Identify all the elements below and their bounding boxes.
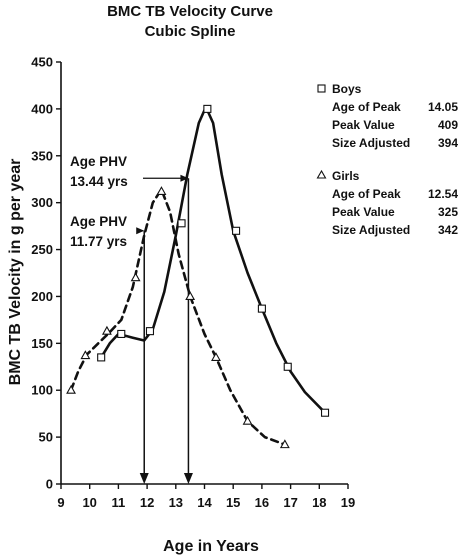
legend-marker (316, 169, 327, 179)
chart-subtitle: Cubic Spline (145, 23, 236, 40)
legend-item-label: Age of Peak (332, 100, 401, 114)
data-point (80, 350, 91, 360)
legend-item-label: Size Adjusted (332, 136, 410, 150)
drop-arrowhead (183, 473, 193, 484)
phv-annotation: Age PHV 13.44 yrs (70, 154, 193, 484)
y-tick-label: 100 (31, 383, 53, 398)
y-tick-label: 50 (39, 430, 53, 445)
x-tick-label: 16 (255, 495, 269, 510)
series-line (69, 188, 287, 446)
annotation-value: 13.44 yrs (70, 174, 128, 189)
data-point (257, 304, 266, 313)
data-point (320, 408, 330, 417)
data-point (97, 353, 106, 362)
x-tick-label: 13 (169, 495, 183, 510)
legend-girls: Girls Age of Peak 12.54 Peak Value 325 Size A… (316, 169, 458, 237)
x-tick-label: 18 (312, 495, 326, 510)
y-tick-label: 200 (31, 289, 53, 304)
phv-annotation: Age PHV 11.77 yrs (70, 214, 149, 484)
phv-arrows: Age PHV 13.44 yrs Age PHV 11.77 yrs (70, 154, 193, 484)
y-tick-label: 400 (31, 101, 53, 116)
x-tick-label: 15 (226, 495, 240, 510)
legend-marker (317, 84, 326, 93)
y-tick-label: 300 (31, 195, 53, 210)
data-point (177, 219, 186, 228)
legend-item-value: 325 (438, 205, 458, 219)
x-tick-label: 9 (57, 495, 64, 510)
series-girls (66, 186, 290, 449)
y-tick-label: 250 (31, 242, 53, 257)
y-tick-label: 450 (31, 55, 53, 70)
drop-arrowhead (139, 473, 149, 484)
legend-item-value: 14.05 (428, 100, 458, 114)
legend-item-label: Peak Value (332, 118, 395, 132)
series-layer (66, 104, 330, 449)
data-point (156, 186, 167, 195)
data-point (279, 439, 290, 449)
data-point (211, 352, 221, 361)
x-axis-label: Age in Years (163, 538, 259, 555)
data-point (283, 362, 292, 371)
y-axis-label: BMC TB Velocity in g per year (7, 159, 24, 386)
legend-series-name: Girls (332, 169, 360, 183)
chart-title: BMC TB Velocity Curve (107, 3, 273, 20)
y-tick-label: 0 (46, 477, 53, 492)
series-line (99, 105, 327, 415)
axes: 0 50 100 150 200 250 300 350 400 450 9 10 11 12 13 14 15… (31, 55, 355, 511)
annotation-title: Age PHV (70, 214, 127, 229)
data-point (185, 291, 196, 300)
data-point (101, 325, 112, 335)
data-point (232, 226, 241, 235)
data-point (66, 384, 76, 394)
data-point (117, 329, 126, 339)
annotation-title: Age PHV (70, 154, 127, 169)
legend-series-name: Boys (332, 82, 362, 96)
data-point (130, 272, 141, 282)
x-tick-label: 10 (82, 495, 96, 510)
x-tick-label: 14 (197, 495, 212, 510)
data-point (145, 327, 155, 336)
annotation-value: 11.77 yrs (70, 234, 127, 249)
data-point (203, 104, 212, 113)
x-tick-label: 17 (283, 495, 297, 510)
x-tick-label: 19 (341, 495, 355, 510)
x-tick-label: 12 (140, 495, 154, 510)
legend-item-value: 394 (438, 136, 458, 150)
y-tick-label: 350 (31, 148, 53, 163)
legend-item-label: Peak Value (332, 205, 395, 219)
pointer-arrowhead (180, 174, 189, 182)
data-point (242, 415, 253, 425)
legend-item-value: 409 (438, 118, 458, 132)
legend-item-value: 12.54 (428, 187, 458, 201)
legend-item-value: 342 (438, 223, 458, 237)
legend-boys: Boys Age of Peak 14.05 Peak Value 409 Size Ad… (317, 82, 458, 150)
legend: Boys Age of Peak 14.05 Peak Value 409 Size Ad… (316, 82, 458, 237)
y-tick-label: 150 (31, 336, 53, 351)
legend-item-label: Size Adjusted (332, 223, 410, 237)
legend-item-label: Age of Peak (332, 187, 401, 201)
x-tick-label: 11 (112, 495, 126, 510)
series-boys (97, 104, 330, 417)
pointer-arrowhead (136, 227, 145, 235)
